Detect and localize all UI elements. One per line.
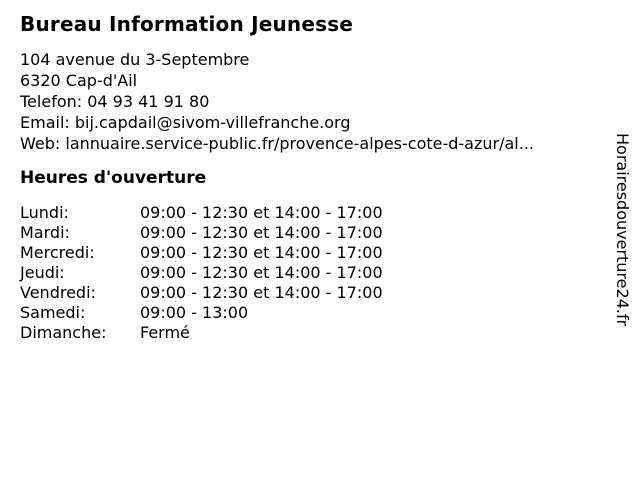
address-line-1: 104 avenue du 3-Septembre: [20, 50, 250, 69]
email-label: Email:: [20, 113, 70, 132]
day-label: Dimanche:: [20, 323, 107, 342]
day-label: Lundi:: [20, 203, 69, 222]
phone-line: Telefon: 04 93 41 91 80: [20, 91, 590, 112]
contact-block: 104 avenue du 3-Septembre 6320 Cap-d'Ail…: [20, 49, 590, 154]
day-hours: 09:00 - 12:30 et 14:00 - 17:00: [140, 283, 383, 302]
day-hours: Fermé: [140, 323, 190, 342]
hours-row-monday: Lundi: 09:00 - 12:30 et 14:00 - 17:00: [20, 203, 590, 223]
day-label: Mercredi:: [20, 243, 95, 262]
day-label: Vendredi:: [20, 283, 96, 302]
site-watermark: Horairesdouverture24.fr: [613, 133, 632, 327]
day-hours: 09:00 - 12:30 et 14:00 - 17:00: [140, 223, 383, 242]
day-hours: 09:00 - 12:30 et 14:00 - 17:00: [140, 243, 383, 262]
web-line: Web: lannuaire.service-public.fr/provenc…: [20, 133, 590, 154]
web-value: lannuaire.service-public.fr/provence-alp…: [65, 134, 534, 153]
main-content: Bureau Information Jeunesse 104 avenue d…: [20, 12, 590, 343]
phone-value: 04 93 41 91 80: [87, 92, 210, 111]
hours-row-wednesday: Mercredi: 09:00 - 12:30 et 14:00 - 17:00: [20, 243, 590, 263]
opening-hours-heading: Heures d'ouverture: [20, 168, 207, 188]
address-line-2: 6320 Cap-d'Ail: [20, 71, 138, 90]
day-label: Jeudi:: [20, 263, 65, 282]
email-value: bij.capdail@sivom-villefranche.org: [74, 113, 351, 132]
day-label: Mardi:: [20, 223, 70, 242]
opening-hours-table: Lundi: 09:00 - 12:30 et 14:00 - 17:00 Ma…: [20, 203, 590, 343]
day-hours: 09:00 - 12:30 et 14:00 - 17:00: [140, 263, 383, 282]
page-title: Bureau Information Jeunesse: [20, 12, 354, 36]
email-line: Email: bij.capdail@sivom-villefranche.or…: [20, 112, 590, 133]
day-label: Samedi:: [20, 303, 86, 322]
hours-row-thursday: Jeudi: 09:00 - 12:30 et 14:00 - 17:00: [20, 263, 590, 283]
day-hours: 09:00 - 12:30 et 14:00 - 17:00: [140, 203, 383, 222]
hours-row-saturday: Samedi: 09:00 - 13:00: [20, 303, 590, 323]
phone-label: Telefon:: [20, 92, 83, 111]
web-label: Web:: [20, 134, 61, 153]
hours-row-sunday: Dimanche: Fermé: [20, 323, 590, 343]
hours-row-tuesday: Mardi: 09:00 - 12:30 et 14:00 - 17:00: [20, 223, 590, 243]
day-hours: 09:00 - 13:00: [140, 303, 249, 322]
hours-row-friday: Vendredi: 09:00 - 12:30 et 14:00 - 17:00: [20, 283, 590, 303]
